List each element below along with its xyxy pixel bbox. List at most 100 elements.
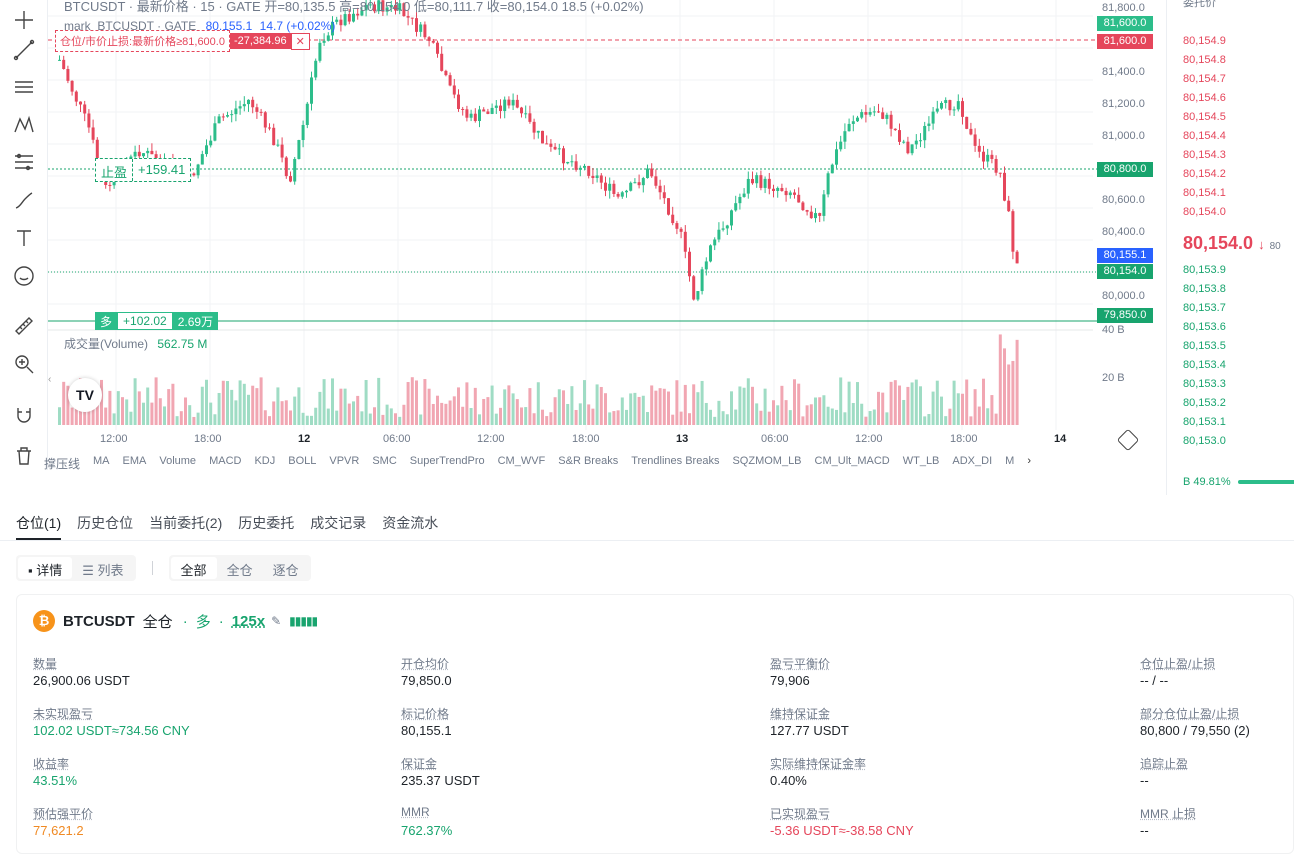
ruler-icon[interactable] <box>10 312 38 340</box>
bid-price-row[interactable]: 80,153.2 <box>1183 397 1226 409</box>
volume-bar <box>847 381 851 425</box>
ask-price-row[interactable]: 80,154.0 <box>1183 206 1226 218</box>
indicator-item[interactable]: WT_LB <box>902 455 940 467</box>
volume-bar <box>184 397 187 425</box>
indicator-item[interactable]: M <box>1005 455 1015 467</box>
magnet-icon[interactable] <box>10 402 38 430</box>
price-chart[interactable]: BTCUSDT · 最新价格 · 15 · GATE 开=80,135.5 高=… <box>48 0 1158 455</box>
volume-bar <box>944 416 948 425</box>
position-line-label[interactable]: 多 +102.02 2.69万 <box>95 312 219 330</box>
indicator-item[interactable]: EMA <box>122 455 147 467</box>
bid-price-row[interactable]: 80,153.8 <box>1183 283 1226 295</box>
tab-order-history[interactable]: 历史委托 <box>238 515 295 531</box>
collapse-arrow-icon[interactable]: ‹ <box>48 374 52 385</box>
indicator-item[interactable]: SuperTrendPro <box>409 455 485 467</box>
volume-bar <box>137 391 141 425</box>
volume-bar <box>835 409 838 425</box>
indicator-item[interactable]: MACD <box>209 455 242 467</box>
divider <box>151 561 153 575</box>
time-axis-label: 18:00 <box>950 433 978 445</box>
leverage-button[interactable]: 125x <box>231 612 266 630</box>
indicator-item[interactable]: ADX_DI <box>952 455 993 467</box>
filter-cross[interactable]: 全仓 <box>226 563 253 578</box>
take-profit-order-label[interactable]: 止盈 +159.41 <box>95 158 192 182</box>
volume-bar <box>339 388 343 425</box>
ask-price-row[interactable]: 80,154.6 <box>1183 92 1226 104</box>
fib-icon[interactable] <box>10 148 38 176</box>
indicator-item[interactable]: CM_WVF <box>497 455 546 467</box>
volume-bar <box>759 410 763 425</box>
ask-price-row[interactable]: 80,154.5 <box>1183 111 1226 123</box>
indicator-item[interactable]: 撑压线 <box>44 457 81 471</box>
indicator-item[interactable]: MA <box>93 455 110 467</box>
volume-bar <box>704 402 708 425</box>
view-detail-button[interactable]: ▪ 详情 <box>18 557 73 579</box>
bid-price-row[interactable]: 80,153.7 <box>1183 302 1226 314</box>
candle-body <box>1007 200 1011 212</box>
candle-body <box>637 182 641 186</box>
filter-isolated[interactable]: 逐仓 <box>272 563 299 578</box>
indicator-item[interactable]: CM_Ult_MACD <box>814 455 890 467</box>
candle-body <box>58 59 61 61</box>
candle-body <box>826 173 830 195</box>
pattern-icon[interactable] <box>10 111 38 139</box>
volume-bar <box>415 380 418 425</box>
ask-price-row[interactable]: 80,154.7 <box>1183 73 1226 85</box>
bid-price-row[interactable]: 80,153.0 <box>1183 435 1226 447</box>
tab-trade-history[interactable]: 成交记录 <box>310 515 367 531</box>
candle-body <box>973 134 977 146</box>
candlestick-chart[interactable] <box>48 0 1158 455</box>
candle-body <box>402 3 406 17</box>
indicator-item[interactable]: SQZMOM_LB <box>732 455 802 467</box>
candle-body <box>318 42 322 61</box>
indicator-item[interactable]: SMC <box>372 455 397 467</box>
tab-open-orders[interactable]: 当前委托(2) <box>149 515 223 531</box>
tab-positions[interactable]: 仓位(1) <box>16 505 62 540</box>
indicator-item[interactable]: Trendlines Breaks <box>631 455 720 467</box>
crosshair-icon[interactable] <box>10 6 38 34</box>
chevron-right-icon[interactable]: › <box>1027 455 1031 467</box>
bid-price-row[interactable]: 80,153.3 <box>1183 378 1226 390</box>
ask-price-row[interactable]: 80,154.2 <box>1183 168 1226 180</box>
candle-body <box>830 164 834 174</box>
candle-body <box>532 121 536 133</box>
brush-icon[interactable] <box>10 186 38 214</box>
volume-bar <box>839 377 843 425</box>
volume-bar <box>310 415 313 425</box>
indicator-item[interactable]: KDJ <box>254 455 276 467</box>
volume-bar <box>755 403 759 425</box>
close-icon[interactable]: ✕ <box>290 32 310 50</box>
ask-price-row[interactable]: 80,154.4 <box>1183 130 1226 142</box>
tab-fund-flow[interactable]: 资金流水 <box>382 515 439 531</box>
bid-price-row[interactable]: 80,153.9 <box>1183 264 1226 276</box>
edit-icon[interactable]: ✎ <box>271 614 282 628</box>
volume-bar <box>604 393 607 425</box>
field-value: 102.02 USDT≈734.56 CNY <box>33 723 190 738</box>
tab-position-history[interactable]: 历史仓位 <box>77 515 134 531</box>
ask-price-row[interactable]: 80,154.3 <box>1183 149 1226 161</box>
ask-price-row[interactable]: 80,154.8 <box>1183 54 1226 66</box>
bid-price-row[interactable]: 80,153.4 <box>1183 359 1226 371</box>
indicator-item[interactable]: S&R Breaks <box>558 455 619 467</box>
indicator-item[interactable]: VPVR <box>329 455 360 467</box>
indicator-item[interactable]: BOLL <box>288 455 317 467</box>
volume-bar <box>293 396 297 425</box>
horizontal-lines-icon[interactable] <box>10 73 38 101</box>
view-list-button[interactable]: ☰ 列表 <box>72 557 133 579</box>
ask-price-row[interactable]: 80,154.1 <box>1183 187 1226 199</box>
filter-all[interactable]: 全部 <box>170 557 217 579</box>
text-icon[interactable] <box>10 224 38 252</box>
ask-price-row[interactable]: 80,154.9 <box>1183 35 1226 47</box>
bid-price-row[interactable]: 80,153.1 <box>1183 416 1226 428</box>
volume-bar <box>713 416 717 425</box>
volume-bar <box>881 392 885 425</box>
volume-bar <box>398 416 402 425</box>
bid-price-row[interactable]: 80,153.6 <box>1183 321 1226 333</box>
trend-line-icon[interactable] <box>10 36 38 64</box>
stop-loss-order-label[interactable]: 仓位/市价止损:最新价格≥81,600.0 -27,384.96 ✕ <box>55 30 310 52</box>
bid-price-row[interactable]: 80,153.5 <box>1183 340 1226 352</box>
trash-icon[interactable] <box>10 442 38 470</box>
emoji-icon[interactable] <box>10 262 38 290</box>
zoom-in-icon[interactable] <box>10 350 38 378</box>
indicator-item[interactable]: Volume <box>159 455 197 467</box>
